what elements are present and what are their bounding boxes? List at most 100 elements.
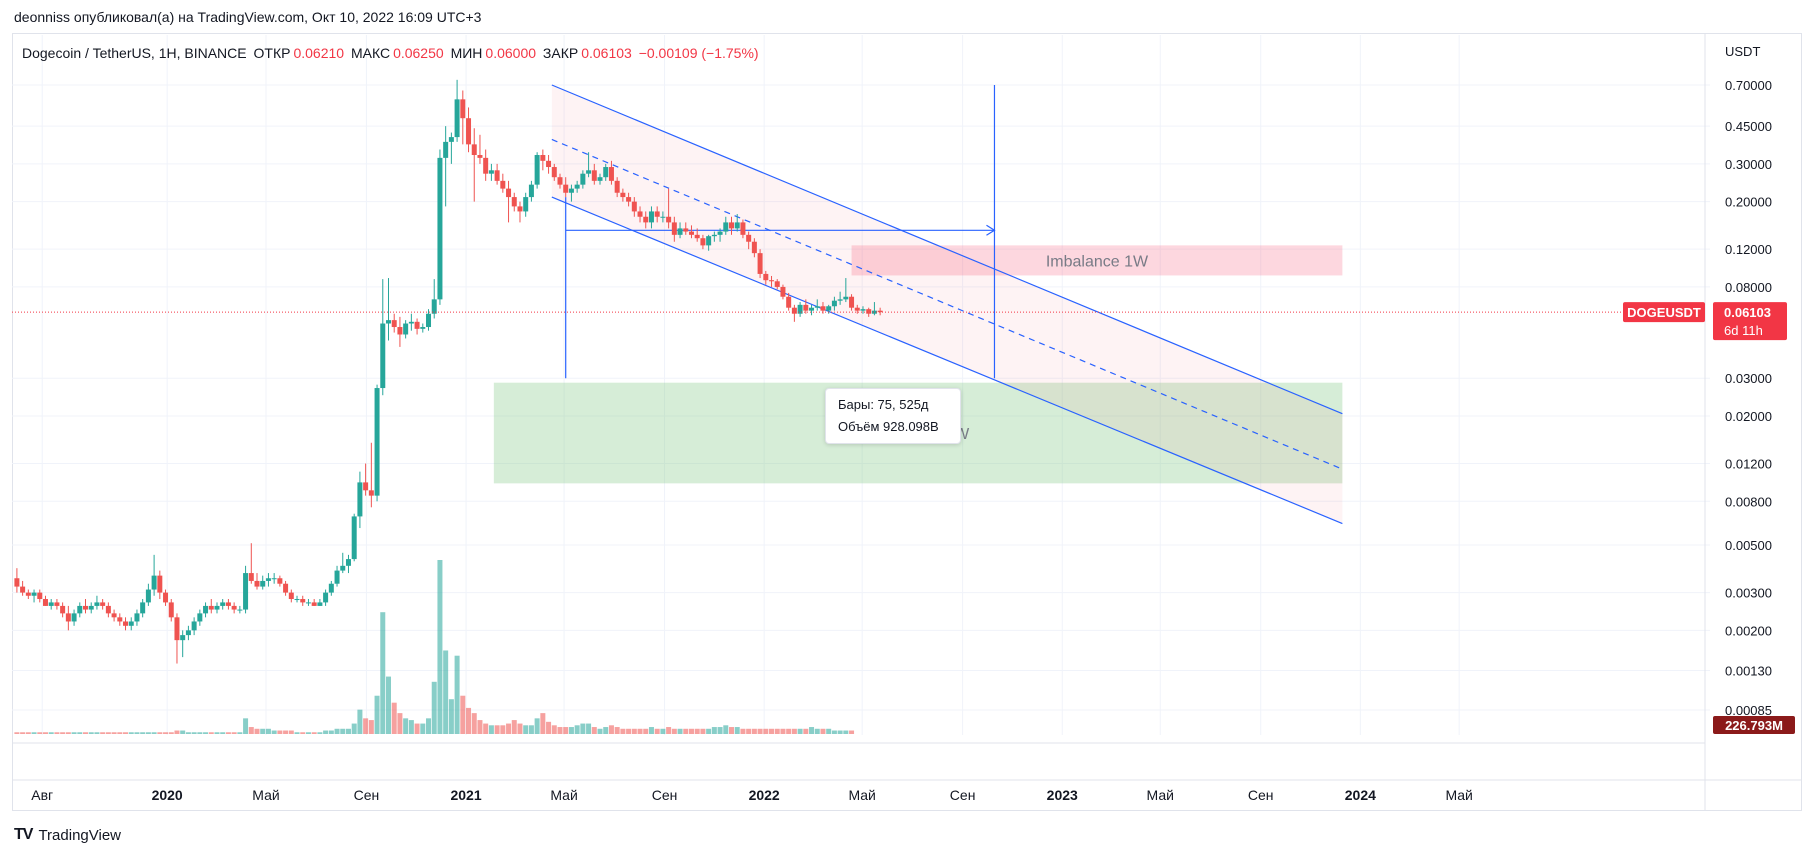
candle-body <box>408 321 414 324</box>
candle-body <box>368 490 374 496</box>
last-price-tag <box>1713 302 1787 341</box>
candle-body <box>677 228 683 235</box>
candle-body <box>546 160 552 168</box>
candle-body <box>357 482 363 517</box>
volume-bar <box>614 727 620 734</box>
symbol-info-bar: Dogecoin / TetherUS, 1H, BINANCE ОТКР 0.0… <box>22 45 762 61</box>
candle-body <box>20 586 26 593</box>
volume-bar <box>157 732 163 734</box>
price-tick-label: 0.01200 <box>1725 457 1772 472</box>
volume-bar <box>488 725 494 734</box>
range-volume: Объём 928.098B <box>838 419 939 434</box>
time-tick-label: 2020 <box>152 787 183 803</box>
candle-body <box>260 580 266 587</box>
candle-body <box>740 222 746 235</box>
candle-body <box>769 280 775 282</box>
volume-bar <box>117 732 123 734</box>
candle-body <box>443 141 449 158</box>
volume-bar <box>831 730 837 734</box>
candle-body <box>849 296 855 308</box>
ticker-tag <box>1623 302 1705 323</box>
candle-body <box>466 118 472 145</box>
grid <box>12 35 1710 735</box>
candle-body <box>763 273 769 281</box>
volume-bar <box>437 560 443 734</box>
volume-bar <box>60 732 66 734</box>
volume-bar <box>105 732 111 734</box>
candle-body <box>506 188 512 198</box>
volume-bar <box>180 730 186 734</box>
volume-bar <box>809 727 815 734</box>
brand-name[interactable]: TradingView <box>38 826 121 844</box>
volume-bar <box>83 732 89 734</box>
volume-bar <box>94 732 100 734</box>
volume-bar <box>580 723 586 734</box>
volume-bar <box>100 732 106 734</box>
candle-body <box>243 573 249 610</box>
volume-bar <box>294 732 300 734</box>
price-tick-label: 0.20000 <box>1725 195 1772 210</box>
candle-body <box>88 605 94 610</box>
candle-body <box>711 234 717 237</box>
volume-bar <box>220 732 226 734</box>
volume-bar <box>837 730 843 734</box>
volume-bar <box>334 728 340 734</box>
candle-body <box>746 234 752 242</box>
volume-bar <box>574 725 580 734</box>
candle-body <box>500 180 506 189</box>
candle-body <box>100 602 106 606</box>
imbalance-zone <box>851 245 1343 276</box>
volume-bar <box>288 730 294 734</box>
volume-bar <box>351 723 357 734</box>
volume-bar <box>660 728 666 734</box>
volume-bar <box>671 728 677 734</box>
volume-bar <box>717 727 723 734</box>
time-tick-label: Май <box>550 787 577 803</box>
price-tick-label: 0.00130 <box>1725 663 1772 678</box>
candle-body <box>511 197 517 207</box>
volume-bar <box>231 732 237 734</box>
tradingview-logo-icon[interactable]: TV <box>14 826 33 843</box>
candle-body <box>786 296 792 308</box>
candle-body <box>340 565 346 571</box>
candle-body <box>791 307 797 314</box>
volume-bar <box>197 732 203 734</box>
volume-bar <box>763 728 769 734</box>
volume-bar <box>523 725 529 734</box>
candle-body <box>117 617 123 622</box>
candle-body <box>185 630 191 636</box>
volume-bar <box>780 728 786 734</box>
volume-bar <box>454 655 460 734</box>
candle-body <box>48 602 54 606</box>
price-tick-label: 0.00500 <box>1725 538 1772 553</box>
close-value: 0.06103 <box>581 45 632 61</box>
candle-body <box>534 155 540 185</box>
volume-bar <box>494 725 500 734</box>
candle-body <box>248 573 254 581</box>
volume-bar <box>568 727 574 734</box>
volume-bar <box>626 728 632 734</box>
volume-bar <box>71 732 77 734</box>
candle-body <box>300 599 306 603</box>
volume-bar <box>637 728 643 734</box>
time-tick-label: 2023 <box>1047 787 1078 803</box>
high-label: МАКС <box>350 45 391 61</box>
volume-bar <box>260 728 266 734</box>
candle-body <box>237 609 243 611</box>
open-value: 0.06210 <box>293 45 345 61</box>
price-tick-label: 0.70000 <box>1725 78 1772 93</box>
volume-bar <box>797 728 803 734</box>
symbol-title[interactable]: Dogecoin / TetherUS, 1H, BINANCE <box>22 45 247 61</box>
price-tick-label: 0.45000 <box>1725 119 1772 134</box>
volume-bar <box>477 720 483 734</box>
volume-bar <box>448 699 454 734</box>
volume-bar <box>803 728 809 734</box>
candle-body <box>820 306 826 311</box>
channel-lower-line <box>551 196 1343 525</box>
candle-body <box>328 583 334 593</box>
volume-bar <box>688 728 694 734</box>
candle-body <box>728 222 734 229</box>
footer: TV TradingView <box>14 826 121 844</box>
volume-bar <box>694 728 700 734</box>
candle-body <box>271 578 277 580</box>
